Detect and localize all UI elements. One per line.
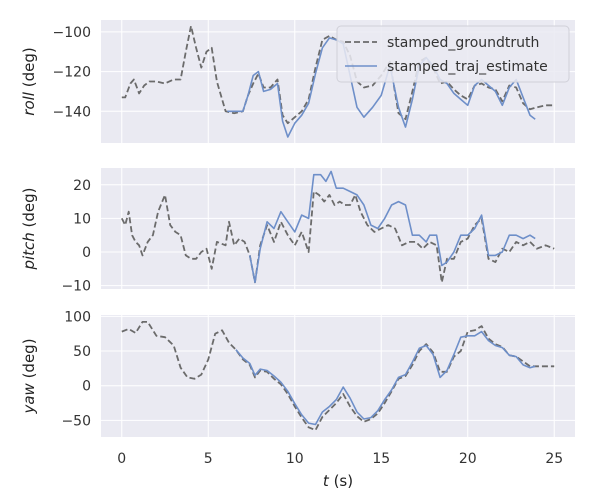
y-axis-label: yaw (deg)	[20, 338, 38, 414]
x-tick-label: 0	[117, 451, 126, 467]
x-tick-label: 20	[459, 451, 477, 467]
y-tick-label: −10	[61, 279, 91, 295]
x-tick-label: 25	[545, 451, 563, 467]
y-axis-label-unit: (deg)	[20, 338, 38, 383]
y-axis-label-italic: pitch	[20, 232, 38, 270]
y-tick-label: 10	[73, 211, 91, 227]
x-tick-label: 5	[204, 451, 213, 467]
y-axis-label-italic: roll	[20, 91, 38, 116]
y-tick-label: 20	[73, 178, 91, 194]
groundtruth-line	[120, 190, 555, 284]
y-tick-label: −100	[53, 25, 91, 41]
y-tick-label: −120	[53, 65, 91, 81]
y-tick-label: 0	[82, 379, 91, 395]
y-tick-label: −140	[53, 104, 91, 120]
x-tick-label: 15	[372, 451, 390, 467]
estimate-line	[249, 170, 536, 284]
y-axis-label: pitch (deg)	[20, 187, 38, 270]
y-tick-label: −50	[61, 413, 91, 429]
x-axis-label-italic: t	[323, 472, 330, 490]
y-axis-label-unit: (deg)	[20, 187, 38, 232]
legend-box	[336, 25, 570, 83]
groundtruth-line	[121, 321, 555, 431]
panel-background	[101, 315, 575, 437]
y-tick-label: 100	[64, 309, 91, 325]
legend-groundtruth-label: stamped_groundtruth	[387, 35, 539, 51]
x-tick-label: 10	[286, 451, 304, 467]
panel-1: −10 0 10 20 pitch (deg)	[20, 168, 575, 295]
estimate-line	[235, 330, 536, 426]
legend: stamped_groundtruth stamped_traj_estimate	[336, 25, 570, 83]
y-tick-label: 50	[73, 344, 91, 360]
x-axis-label: t (s)	[323, 472, 353, 490]
legend-estimate-label: stamped_traj_estimate	[387, 59, 548, 75]
x-axis-label-unit: (s)	[329, 472, 353, 490]
y-tick-label: 0	[82, 245, 91, 261]
panel-2: −50 0 50 100 yaw (deg)	[20, 309, 575, 437]
y-axis-label: roll (deg)	[20, 47, 38, 115]
y-axis-label-italic: yaw	[20, 382, 38, 414]
y-axis-label-unit: (deg)	[20, 47, 38, 92]
